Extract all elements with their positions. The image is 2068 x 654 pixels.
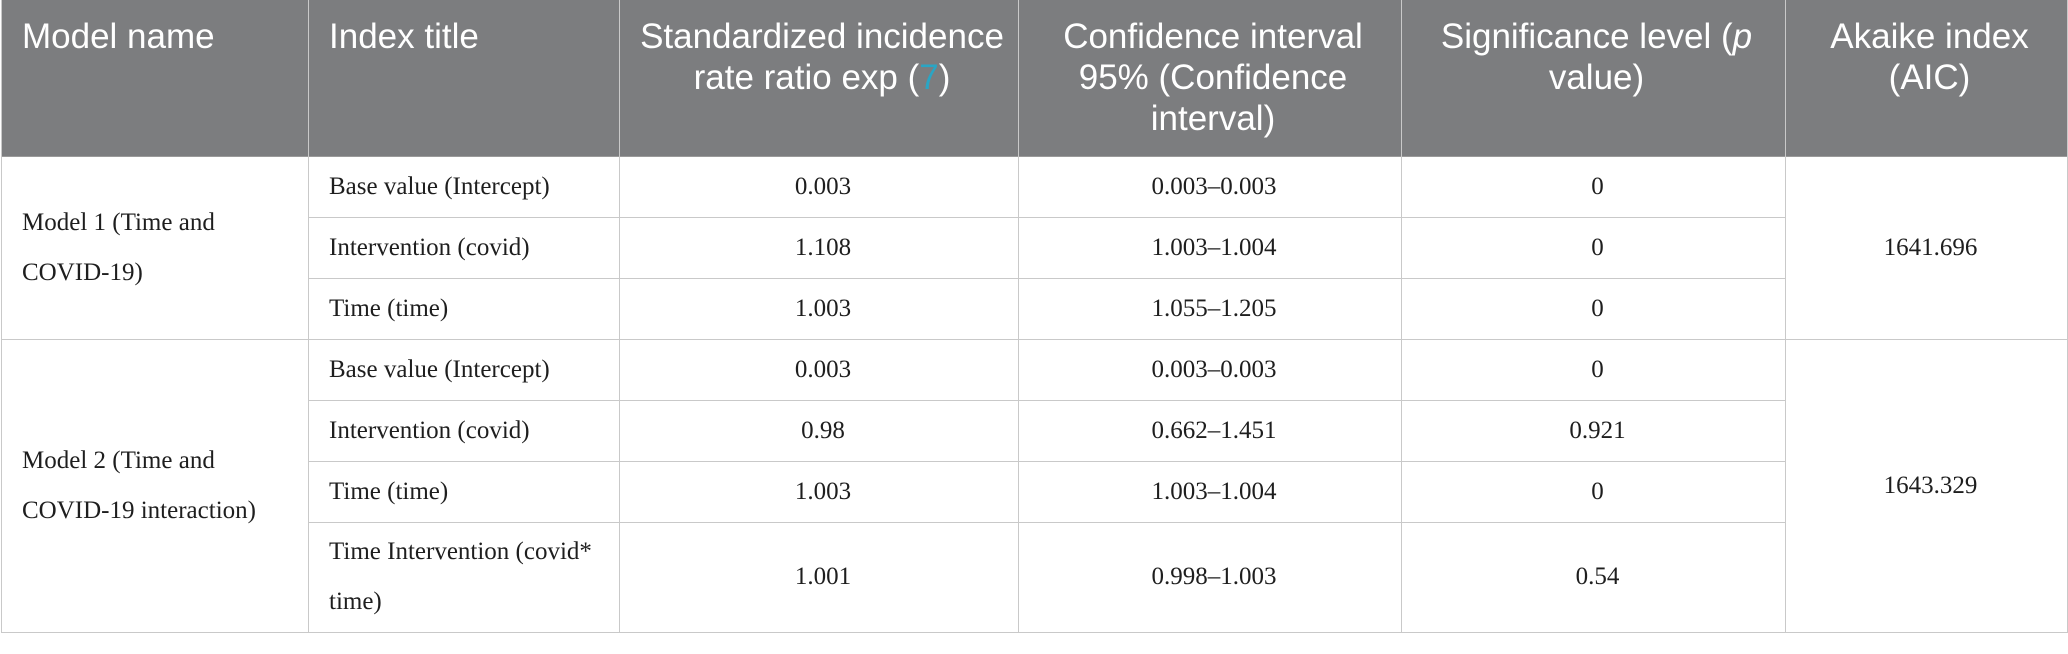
header-significance-suffix: value) <box>1548 58 1645 97</box>
p-value-cell: 0 <box>1401 155 1786 218</box>
p-value-cell: 0 <box>1401 460 1786 523</box>
header-index-title: Index title <box>308 0 620 156</box>
ratio-cell: 1.001 <box>619 521 1019 633</box>
index-title-cell: Base value (Intercept) <box>308 338 620 401</box>
table-row: Model 1 (Time and COVID-19) Base value (… <box>1 155 2068 340</box>
ci-cell: 1.055–1.205 <box>1018 277 1402 340</box>
header-model-name: Model name <box>1 0 309 156</box>
header-row: Model name Index title Standardized inci… <box>1 0 2068 156</box>
ci-cell: 1.003–1.004 <box>1018 460 1402 523</box>
ratio-cell: 1.003 <box>619 277 1019 340</box>
header-p-italic: p <box>1732 17 1753 56</box>
ci-cell: 0.003–0.003 <box>1018 338 1402 401</box>
p-value-cell: 0 <box>1401 338 1786 401</box>
results-table: Model name Index title Standardized inci… <box>1 0 2068 633</box>
ci-cell: 0.998–1.003 <box>1018 521 1402 633</box>
table-row: Intervention (covid) 0.98 0.662–1.451 0.… <box>2 399 2068 462</box>
ratio-cell: 1.108 <box>619 216 1019 279</box>
p-value-cell: 0.54 <box>1401 521 1786 633</box>
table-row: Intervention (covid) 1.108 1.003–1.004 0 <box>2 216 2068 279</box>
index-title-cell: Intervention (covid) <box>308 399 620 462</box>
aic-cell: 1641.696 <box>1785 155 2068 340</box>
index-title-cell: Time Intervention (covid* time) <box>308 521 620 633</box>
model-name-cell: Model 1 (Time and COVID-19) <box>1 155 309 340</box>
table-row: Time (time) 1.003 1.003–1.004 0 <box>2 460 2068 523</box>
index-title-cell: Base value (Intercept) <box>308 155 620 218</box>
ci-cell: 1.003–1.004 <box>1018 216 1402 279</box>
ratio-cell: 0.003 <box>619 338 1019 401</box>
ratio-cell: 0.98 <box>619 399 1019 462</box>
ci-cell: 0.662–1.451 <box>1018 399 1402 462</box>
table-row: Time Intervention (covid* time) 1.001 0.… <box>2 521 2068 633</box>
header-significance-text: Significance level ( <box>1440 17 1733 56</box>
model-name-cell: Model 2 (Time and COVID-19 interaction) <box>1 338 309 633</box>
table-row: Time (time) 1.003 1.055–1.205 0 <box>2 277 2068 340</box>
header-significance-level: Significance level (p value) <box>1401 0 1786 156</box>
ratio-cell: 1.003 <box>619 460 1019 523</box>
p-value-cell: 0.921 <box>1401 399 1786 462</box>
p-value-cell: 0 <box>1401 216 1786 279</box>
header-incidence-rate-ratio-close: ) <box>938 58 951 97</box>
p-value-cell: 0 <box>1401 277 1786 340</box>
header-akaike-index: Akaike index (AIC) <box>1785 0 2068 156</box>
header-incidence-rate-ratio-text: Standardized incidence rate ratio exp ( <box>640 17 1004 97</box>
reference-link[interactable]: 7 <box>919 58 939 97</box>
header-incidence-rate-ratio: Standardized incidence rate ratio exp (7… <box>619 0 1019 156</box>
index-title-cell: Time (time) <box>308 277 620 340</box>
ratio-cell: 0.003 <box>619 155 1019 218</box>
aic-cell: 1643.329 <box>1785 338 2068 633</box>
header-confidence-interval: Confidence interval 95% (Confidence inte… <box>1018 0 1402 156</box>
table-row: Model 2 (Time and COVID-19 interaction) … <box>1 338 2068 633</box>
index-title-cell: Time (time) <box>308 460 620 523</box>
index-title-cell: Intervention (covid) <box>308 216 620 279</box>
ci-cell: 0.003–0.003 <box>1018 155 1402 218</box>
